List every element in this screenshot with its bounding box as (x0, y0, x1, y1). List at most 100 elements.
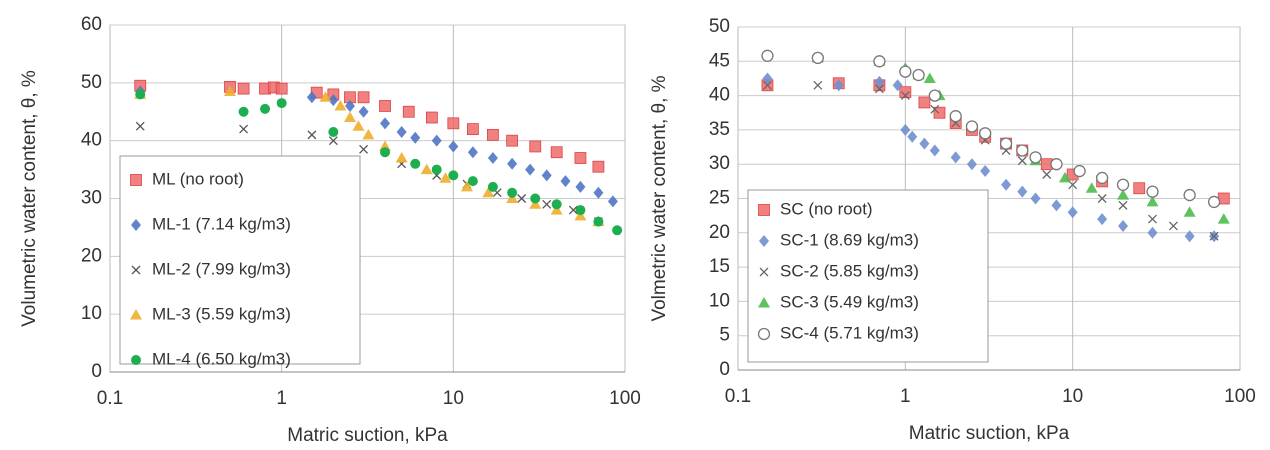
data-point (525, 163, 536, 176)
data-point (239, 124, 249, 134)
data-point (1042, 170, 1052, 179)
data-point (593, 186, 604, 199)
y-tick-label: 45 (709, 50, 730, 71)
data-point (448, 170, 459, 181)
y-tick-label: 35 (709, 119, 730, 140)
data-point (334, 99, 347, 111)
data-point (900, 91, 910, 101)
legend-label: ML (no root) (152, 169, 244, 188)
data-point (900, 123, 911, 136)
data-point (319, 91, 332, 102)
y-tick-label: 40 (709, 85, 730, 106)
data-point (1118, 219, 1129, 232)
data-point (593, 216, 604, 227)
x-axis-title: Matric suction, kPa (909, 423, 1070, 444)
data-point (1116, 178, 1130, 191)
data-point (1073, 164, 1086, 178)
data-point (980, 165, 991, 178)
data-point (425, 111, 438, 124)
data-point (328, 136, 338, 146)
x-tick-label: 10 (443, 388, 464, 409)
x-tick-label: 10 (1062, 386, 1083, 407)
data-point (542, 199, 552, 209)
data-point (1030, 192, 1041, 205)
legend-marker (131, 219, 141, 231)
data-point (431, 164, 442, 175)
legend-marker (759, 235, 769, 247)
data-point (761, 49, 774, 62)
data-point (420, 163, 433, 175)
x-tick-label: 0.1 (97, 388, 123, 409)
y-tick-label: 5 (719, 325, 730, 346)
y-tick-label: 30 (709, 153, 730, 174)
data-point (811, 51, 824, 65)
data-point (275, 82, 288, 95)
data-point (907, 130, 918, 143)
data-point (1147, 226, 1158, 239)
x-axis-title: Matric suction, kPa (287, 425, 448, 446)
data-point (999, 137, 1013, 150)
x-tick-label: 100 (1224, 386, 1256, 407)
data-point (1209, 231, 1219, 241)
data-point (1183, 188, 1196, 202)
data-point (1050, 158, 1063, 171)
data-point (575, 205, 586, 216)
data-point (1118, 200, 1128, 210)
data-point (529, 198, 542, 209)
data-point (276, 98, 287, 109)
y-tick-label: 0 (719, 359, 730, 380)
data-point (873, 55, 886, 68)
data-point (410, 131, 421, 144)
data-point (506, 192, 519, 203)
y-tick-label: 50 (709, 16, 730, 37)
data-point (1097, 194, 1107, 203)
data-point (574, 152, 587, 164)
data-point (892, 79, 903, 92)
data-point (979, 127, 992, 140)
data-point (551, 199, 562, 210)
data-point (135, 121, 145, 131)
data-point (306, 91, 317, 104)
data-point (1059, 171, 1072, 183)
data-point (763, 80, 772, 90)
y-tick-label: 20 (709, 222, 730, 243)
data-point (762, 72, 773, 85)
data-point (568, 205, 578, 215)
data-point (949, 110, 962, 123)
legend-label: SC-4 (5.71 kg/m3) (780, 323, 919, 342)
data-point (874, 84, 884, 94)
y-axis-title: Volmetric water content, θ, % (649, 75, 670, 321)
x-tick-label: 0.1 (725, 386, 751, 407)
data-point (402, 105, 415, 118)
data-point (1029, 151, 1042, 164)
data-point (912, 68, 925, 82)
data-point (529, 140, 542, 153)
data-point (592, 160, 605, 173)
legend-marker (758, 297, 770, 308)
data-point (1146, 195, 1159, 207)
legend-marker (757, 327, 771, 341)
data-point (813, 80, 823, 90)
data-point (223, 85, 236, 97)
data-point (237, 82, 250, 95)
data-point (344, 99, 355, 112)
data-point (379, 100, 391, 112)
data-point (1016, 144, 1029, 157)
legend-marker (131, 265, 141, 275)
data-point (1148, 214, 1157, 224)
legend-label: ML-4 (6.50 kg/m3) (152, 349, 291, 368)
data-point (1095, 171, 1109, 185)
data-point (918, 96, 931, 109)
data-point (965, 120, 979, 133)
data-point (358, 105, 369, 118)
data-point (1133, 182, 1146, 195)
y-tick-label: 30 (81, 188, 102, 209)
data-point (357, 91, 370, 104)
data-point (380, 117, 391, 130)
x-tick-label: 100 (609, 388, 641, 409)
data-point (343, 111, 356, 123)
data-point (362, 128, 375, 140)
legend-label: SC-2 (5.85 kg/m3) (780, 261, 919, 280)
data-point (380, 147, 391, 158)
data-point (929, 144, 940, 157)
